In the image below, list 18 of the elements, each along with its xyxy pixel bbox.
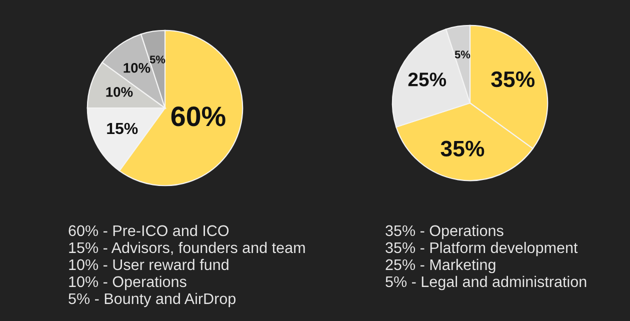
- text: 5% - Legal and administration: [386, 276, 586, 290]
- text: 10% - User reward fund: [69, 258, 228, 270]
- data-label: 35%: [440, 140, 484, 157]
- text: 60% - Pre-ICO and ICO: [68, 224, 229, 236]
- data-label: 5%: [454, 50, 470, 58]
- data-label: 35%: [491, 71, 535, 88]
- text: 35% - Platform development: [386, 242, 578, 256]
- text: 25% - Marketing: [386, 258, 496, 274]
- text: 5% - Bounty and AirDrop: [68, 292, 236, 308]
- data-label: 60%: [171, 106, 226, 126]
- text: 15% - Advisors, founders and team: [69, 242, 305, 255]
- data-label: 15%: [107, 122, 138, 134]
- data-label: 10%: [124, 62, 150, 73]
- data-label: 10%: [106, 87, 133, 97]
- text: 10% - Operations: [69, 276, 186, 290]
- data-label: 25%: [408, 72, 446, 86]
- text: 35% - Operations: [386, 224, 504, 240]
- data-label: 5%: [150, 56, 166, 64]
